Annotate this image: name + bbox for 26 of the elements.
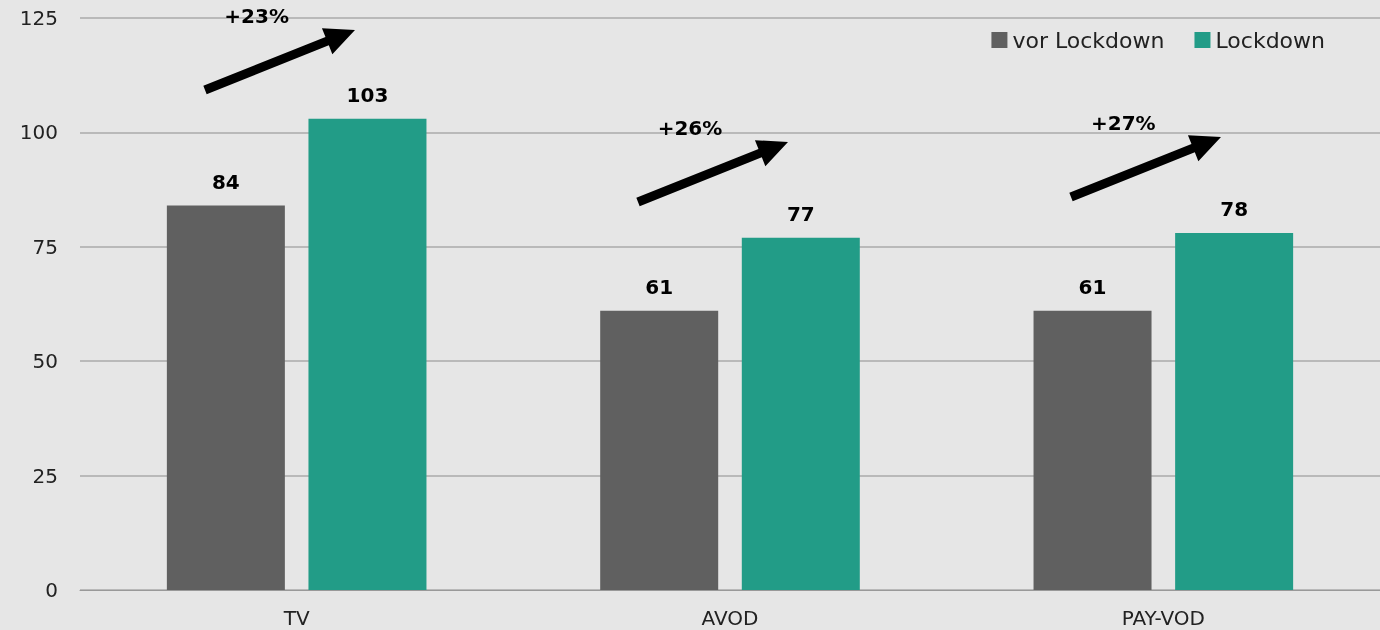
data-label: 103 (346, 82, 389, 107)
data-label: 61 (645, 274, 674, 299)
bar (741, 237, 860, 590)
legend-label: Lockdown (1215, 27, 1325, 53)
data-label: 61 (1078, 274, 1107, 299)
x-tick-label: TV (282, 606, 310, 630)
y-tick-label: 125 (19, 6, 58, 30)
x-tick-label: AVOD (701, 606, 759, 630)
data-label: 77 (786, 201, 815, 226)
bar (1033, 310, 1152, 590)
y-tick-label: 25 (32, 463, 58, 488)
y-tick-label: 100 (19, 120, 58, 145)
annotation: +23% (223, 3, 290, 29)
x-tick-label: PAY-VOD (1121, 606, 1205, 630)
legend-label: vor Lockdown (1012, 27, 1165, 53)
y-tick-label: 75 (32, 234, 58, 259)
y-tick-label: 0 (45, 578, 58, 602)
bar (308, 118, 427, 590)
annotation: +26% (656, 114, 724, 141)
data-label: 78 (1220, 197, 1249, 222)
annotation: +27% (1090, 110, 1157, 137)
y-tick-label: 50 (32, 349, 58, 374)
bar (1175, 233, 1294, 590)
data-label: 84 (211, 169, 240, 194)
bar (600, 310, 719, 590)
bar (166, 205, 285, 590)
